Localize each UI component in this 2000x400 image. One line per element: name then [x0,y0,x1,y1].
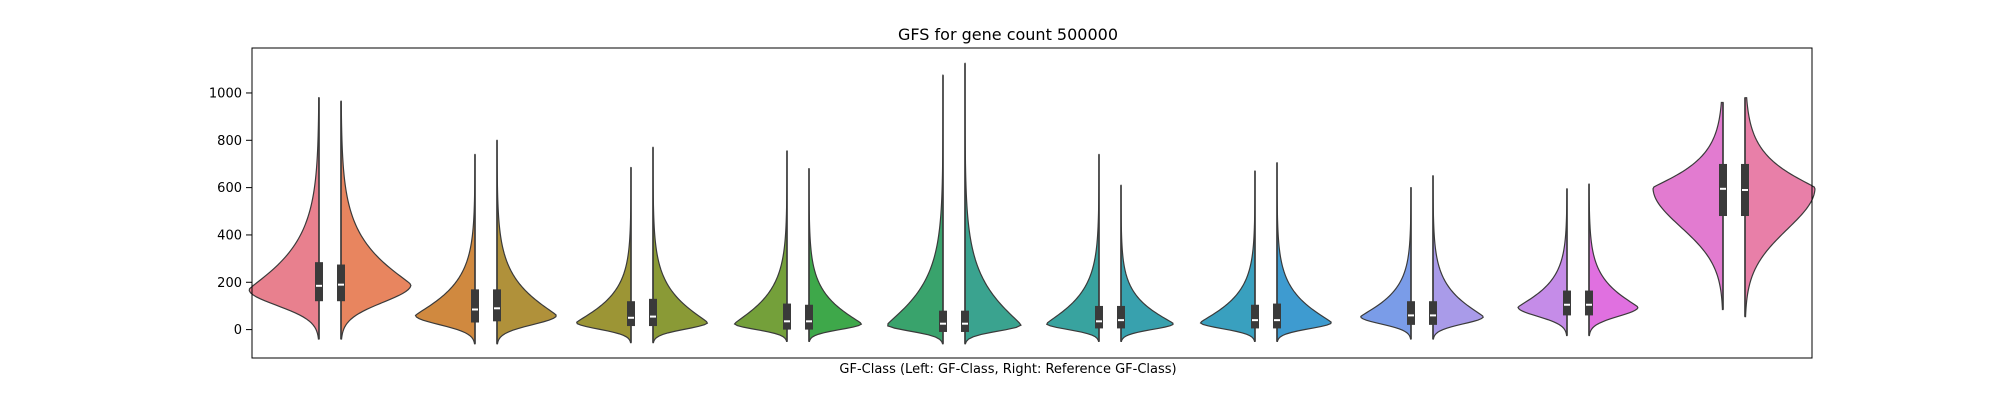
iqr-box [337,264,345,302]
iqr-box [1429,301,1437,325]
violin-group [887,62,1022,345]
iqr-box [783,303,791,330]
violin-half-left [1046,153,1100,343]
y-tick-label: 800 [217,134,242,149]
violin-group [1652,97,1816,318]
violin-half-right [652,146,709,344]
violin-half-right [1276,162,1332,343]
chart-title: GFS for gene count 500000 [898,25,1118,44]
violin-half-left [1517,188,1568,337]
violin-half-left [248,97,320,340]
iqr-box [493,289,501,322]
violin-group [248,97,412,340]
violin-half-right [1744,97,1816,318]
y-tick-label: 1000 [209,86,242,101]
iqr-box [805,304,813,330]
violin-group [733,150,863,343]
violin-group [1360,175,1484,340]
iqr-box [1095,305,1103,329]
violin-half-right [340,100,412,340]
violin-half-right [1120,184,1174,343]
iqr-box [1251,304,1259,329]
violin-half-left [1360,186,1412,340]
violin-half-left [887,74,944,345]
y-axis: 0 200 400 600 800 1000 [209,86,252,338]
violin-group [576,146,709,344]
plot-frame [251,47,1813,359]
violin-group [1046,153,1174,343]
iqr-box [1585,290,1593,316]
violin-groups [248,62,1816,345]
iqr-box [627,301,635,327]
violin-half-right [964,62,1022,345]
iqr-box [961,310,969,332]
iqr-box [1273,303,1281,329]
iqr-box [649,298,657,327]
iqr-box [315,262,323,302]
violin-half-left [1199,170,1256,343]
violin-group [1199,162,1332,343]
violin-group [1517,183,1639,337]
iqr-box [471,289,479,323]
iqr-box [1563,290,1571,316]
violin-half-left [414,153,476,345]
violin-half-right [808,167,863,343]
iqr-box [1117,305,1125,329]
violin-half-left [576,166,632,344]
iqr-box [939,310,947,332]
iqr-box [1407,301,1415,325]
y-tick-label: 400 [217,228,242,243]
y-tick-label: 600 [217,181,242,196]
violin-half-right [1588,183,1639,337]
violin-half-right [1432,175,1484,340]
y-tick-label: 0 [234,323,242,338]
violin-half-right [496,139,557,345]
x-axis-label: GF-Class (Left: GF-Class, Right: Referen… [839,362,1176,377]
violin-group [414,139,557,345]
y-tick-label: 200 [217,276,242,291]
violin-half-left [733,150,788,343]
iqr-box [1719,163,1727,217]
violin-half-left [1652,101,1724,311]
